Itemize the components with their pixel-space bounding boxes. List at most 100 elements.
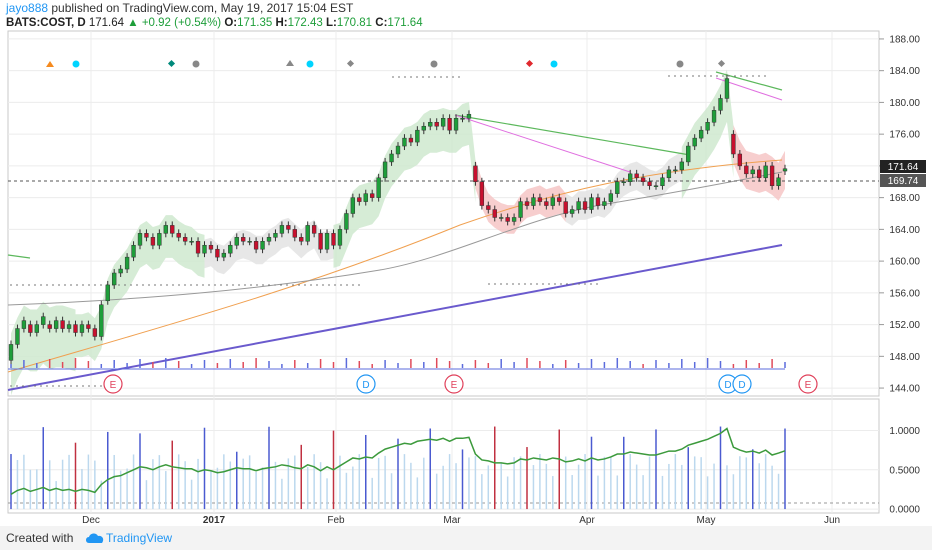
- candle-body: [247, 241, 252, 243]
- candle-body: [144, 233, 149, 238]
- candle-body: [440, 118, 446, 127]
- low-value: 170.81: [336, 17, 373, 29]
- candle-body: [408, 137, 414, 143]
- low-label: L:: [326, 17, 337, 29]
- event-marker-label: D: [724, 380, 731, 391]
- candle-body: [524, 201, 530, 206]
- publisher-username[interactable]: jayo888: [6, 1, 49, 15]
- candle-body: [228, 244, 233, 254]
- candle-body: [21, 320, 27, 329]
- candle-body: [460, 118, 465, 120]
- candle-body: [737, 153, 743, 167]
- candle-body: [189, 241, 194, 243]
- candlestick-series: [8, 74, 788, 365]
- candle-body: [137, 233, 143, 246]
- time-tick-label: Feb: [327, 515, 345, 526]
- dividend-marker: [356, 374, 376, 394]
- time-tick-label: Mar: [443, 515, 461, 526]
- candle-body: [453, 118, 459, 131]
- time-tick-label: May: [697, 515, 716, 526]
- candle-body: [602, 201, 607, 206]
- candle-body: [53, 320, 59, 329]
- candle-body: [208, 244, 214, 250]
- last-price-tag: 171.64: [888, 162, 919, 173]
- candle-body: [428, 122, 433, 127]
- green-trendline: [454, 114, 691, 156]
- candle-body: [124, 256, 130, 270]
- close-label: C:: [375, 17, 388, 29]
- gray-diamond-icon: [346, 59, 355, 68]
- price-tick-label: 156.00: [889, 288, 920, 299]
- candle-body: [557, 197, 562, 202]
- gray-moving-average: [7, 171, 783, 306]
- candle-body: [15, 328, 20, 345]
- candle-body: [47, 324, 52, 329]
- candle-body: [537, 197, 543, 202]
- high-label: H:: [275, 17, 288, 29]
- candle-body: [724, 78, 730, 99]
- candle-body: [621, 181, 626, 184]
- level-price-tag: 169.74: [888, 176, 919, 187]
- candle-body: [692, 137, 697, 147]
- open-label: O:: [224, 17, 238, 29]
- candle-body: [357, 197, 362, 202]
- price-tick-label: 176.00: [889, 130, 920, 141]
- time-axis[interactable]: Dec 2017 Feb Mar Apr May Jun: [82, 515, 840, 526]
- candle-body: [157, 233, 162, 246]
- candle-body: [163, 225, 168, 234]
- time-tick-label: Jun: [824, 515, 840, 526]
- candle-body: [505, 217, 510, 222]
- event-marker-label: D: [738, 380, 745, 391]
- candle-body: [73, 324, 78, 333]
- earnings-marker: [798, 374, 818, 394]
- candle-body: [531, 197, 536, 206]
- candle-body: [292, 229, 297, 238]
- candle-body: [569, 209, 575, 214]
- price-axis[interactable]: 188.00184.00180.00176.00172.00168.00164.…: [879, 34, 920, 395]
- price-tick-label: 180.00: [889, 98, 920, 109]
- cyan-dot-icon: [550, 60, 558, 68]
- candle-body: [363, 193, 368, 202]
- candle-body: [660, 177, 665, 186]
- candle-body: [782, 168, 788, 172]
- candle-body: [253, 241, 259, 250]
- last-price-label: 171.64: [880, 160, 926, 173]
- candle-body: [653, 185, 659, 187]
- candle-body: [402, 137, 407, 147]
- candle-body: [382, 161, 388, 179]
- orange-triangle-icon: [46, 61, 54, 67]
- candle-body: [763, 165, 768, 179]
- oscillator-line: [10, 427, 786, 495]
- candle-body: [686, 145, 691, 163]
- candle-body: [447, 118, 452, 131]
- candle-body: [8, 344, 14, 361]
- oscillator-tick-label: 0.0000: [889, 505, 920, 516]
- candle-body: [260, 241, 265, 250]
- candle-body: [311, 225, 317, 234]
- candle-body: [324, 233, 330, 250]
- publish-info: published on TradingView.com, May 19, 20…: [48, 1, 354, 15]
- cyan-dot-icon: [306, 60, 314, 68]
- candle-body: [150, 237, 156, 246]
- candle-body: [176, 233, 181, 238]
- time-tick-label: Dec: [82, 515, 100, 526]
- candle-body: [647, 181, 652, 186]
- candle-body: [370, 193, 375, 198]
- candle-body: [415, 129, 420, 143]
- high-value: 172.43: [287, 17, 323, 29]
- candle-body: [479, 181, 485, 206]
- symbol-name[interactable]: BATS:COST, D: [6, 17, 86, 29]
- candle-body: [486, 205, 491, 210]
- gray-triangle-icon: [286, 60, 294, 66]
- candle-body: [221, 252, 227, 258]
- level-price-label: 169.74: [880, 174, 926, 187]
- candle-body: [757, 169, 762, 179]
- candle-body: [634, 173, 639, 179]
- candle-body: [299, 237, 304, 242]
- candle-body: [492, 209, 497, 218]
- cloud-band: [75, 215, 205, 362]
- long-trendline: [7, 244, 783, 391]
- candle-body: [679, 161, 684, 171]
- time-tick-label: Apr: [579, 515, 595, 526]
